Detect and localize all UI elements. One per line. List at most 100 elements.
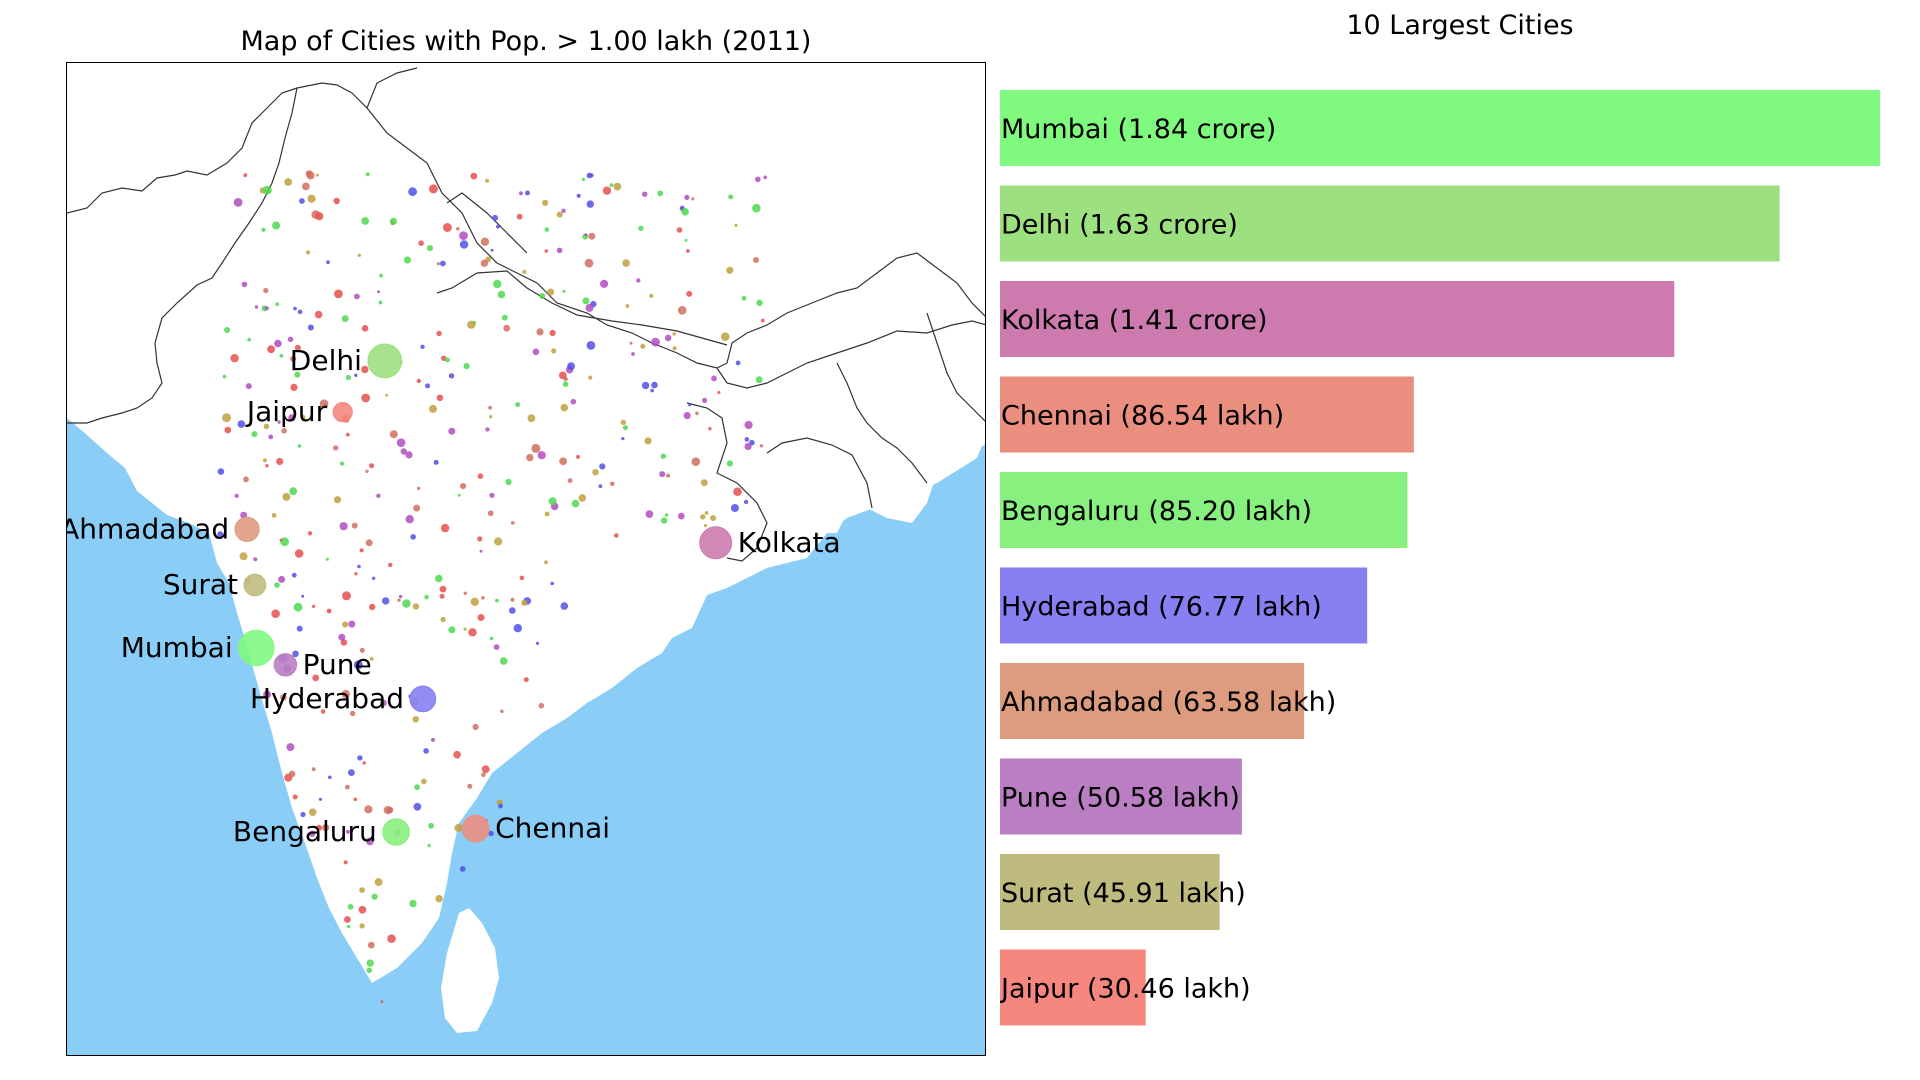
small-city-dot — [448, 626, 456, 634]
city-label: Ahmadabad — [67, 512, 229, 545]
small-city-dot — [353, 797, 358, 802]
small-city-dot — [369, 603, 376, 611]
small-city-dot — [362, 761, 366, 765]
bar-surat — [1000, 854, 1220, 930]
small-city-dot — [424, 594, 429, 600]
city-label: Chennai — [495, 812, 610, 845]
small-city-dot — [756, 299, 763, 306]
small-city-dot — [271, 609, 280, 618]
small-city-dot — [480, 259, 489, 267]
small-city-dot — [300, 811, 306, 818]
bar-label-hyderabad: Hyderabad (76.77 lakh) — [1001, 592, 1322, 623]
small-city-dot — [322, 824, 330, 832]
small-city-dot — [550, 581, 554, 586]
small-city-dot — [657, 190, 664, 197]
small-city-dot — [318, 797, 322, 801]
small-city-dot — [294, 549, 304, 558]
small-city-dot — [602, 186, 612, 195]
city-marker-jaipur: Jaipur — [245, 395, 353, 428]
small-city-dot — [704, 511, 709, 515]
small-city-dot — [536, 328, 544, 336]
small-city-dot — [702, 397, 708, 403]
small-city-dot — [440, 523, 450, 533]
small-city-dot — [366, 959, 374, 967]
small-city-dot — [340, 639, 348, 646]
small-city-dot — [396, 438, 406, 448]
small-city-dot — [271, 513, 277, 518]
small-city-dot — [345, 374, 351, 381]
small-city-dot — [598, 484, 603, 489]
small-city-dot — [287, 336, 294, 342]
city-dot — [367, 343, 403, 379]
small-city-dot — [588, 232, 596, 240]
small-city-dot — [642, 191, 648, 197]
small-city-dot — [350, 710, 356, 717]
small-city-dot — [423, 748, 429, 754]
small-city-dot — [525, 190, 530, 196]
largest-cities-bar-panel: Mumbai (1.84 crore) Delhi (1.63 crore) Kol… — [1000, 60, 1920, 1050]
small-city-dot — [342, 591, 351, 601]
small-city-dot — [700, 479, 708, 487]
small-city-dot — [549, 329, 556, 337]
small-city-dot — [241, 281, 248, 288]
bar-ahmadabad — [1000, 663, 1305, 739]
small-city-dot — [584, 233, 588, 237]
small-city-dots — [217, 170, 767, 1004]
small-city-dot — [382, 597, 390, 605]
small-city-dot — [435, 574, 443, 583]
small-city-dot — [620, 419, 626, 426]
small-city-dot — [371, 893, 378, 900]
small-city-dot — [456, 227, 460, 231]
small-city-dot — [614, 533, 619, 538]
small-city-dot — [261, 227, 266, 232]
small-city-dot — [560, 403, 569, 412]
small-city-dot — [463, 363, 470, 370]
small-city-dot — [493, 279, 502, 289]
small-city-dot — [217, 531, 224, 538]
small-city-dot — [383, 806, 392, 815]
bar-bengaluru — [1000, 472, 1408, 548]
small-city-dot — [280, 537, 289, 547]
small-city-dot — [672, 346, 677, 351]
small-city-dot — [622, 259, 630, 267]
small-city-dot — [325, 557, 329, 561]
small-city-dot — [578, 494, 587, 502]
small-city-dot — [660, 517, 668, 524]
small-city-dot — [302, 182, 310, 191]
small-city-dot — [397, 598, 401, 602]
small-city-dot — [542, 199, 549, 206]
small-city-dot — [291, 572, 297, 578]
small-city-dot — [364, 805, 373, 814]
small-city-dot — [365, 539, 373, 547]
small-city-dot — [243, 173, 248, 178]
city-label: Bengaluru — [233, 815, 377, 848]
city-dot — [243, 573, 267, 597]
small-city-dot — [500, 709, 504, 714]
small-city-dot — [280, 694, 287, 701]
small-city-dot — [279, 538, 283, 542]
small-city-dot — [412, 603, 420, 610]
small-city-dot — [586, 341, 596, 350]
small-city-dot — [389, 430, 398, 439]
small-city-dot — [420, 344, 425, 349]
small-city-dot — [344, 916, 351, 923]
small-city-dot — [224, 426, 232, 434]
bar-label-chennai: Chennai (86.54 lakh) — [1001, 401, 1284, 432]
city-label: Jaipur — [245, 395, 328, 428]
small-city-dot — [357, 253, 361, 257]
small-city-dot — [359, 923, 365, 929]
small-city-dot — [755, 176, 761, 183]
small-city-dot — [275, 302, 280, 307]
city-marker-delhi: Delhi — [290, 343, 403, 379]
small-city-dot — [380, 699, 387, 707]
small-city-dot — [609, 183, 614, 187]
small-city-dot — [600, 279, 609, 288]
city-dot — [273, 653, 298, 677]
small-city-dot — [348, 769, 355, 776]
small-city-dot — [576, 193, 581, 198]
small-city-dot — [233, 198, 243, 207]
city-label: Surat — [163, 568, 238, 601]
small-city-dot — [535, 641, 540, 645]
small-city-dot — [457, 493, 461, 497]
small-city-dot — [254, 305, 259, 309]
